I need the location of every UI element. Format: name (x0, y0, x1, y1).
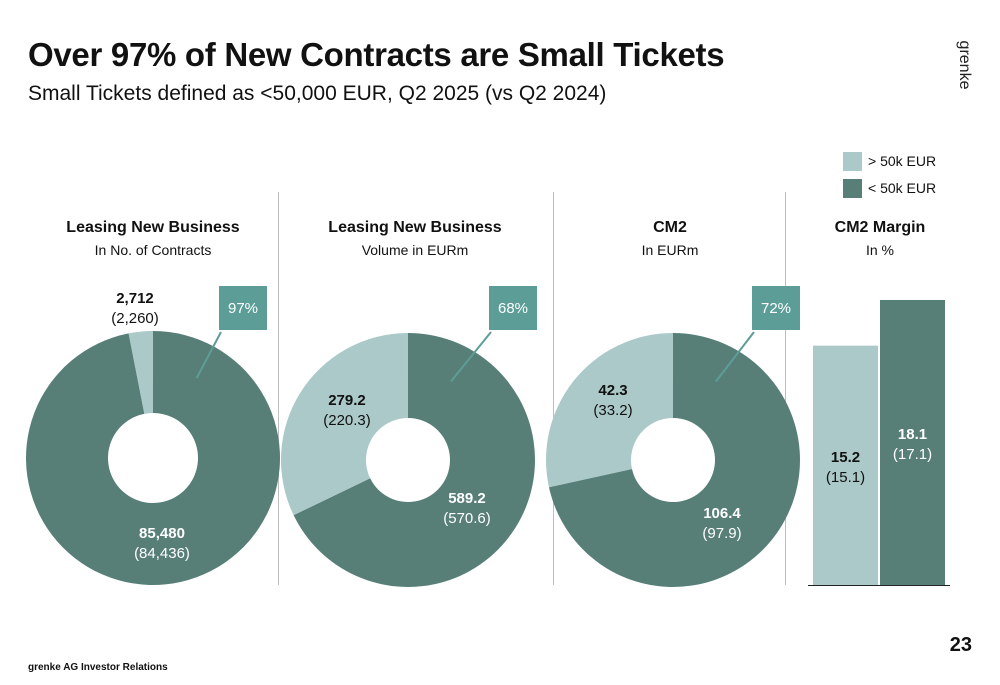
badge-connector-contracts (195, 331, 222, 379)
footer-text: grenke AG Investor Relations (28, 662, 168, 673)
bar-prior-label-small: (17.1) (893, 446, 932, 463)
legend: > 50k EUR < 50k EUR (843, 150, 936, 204)
bar-large (813, 345, 878, 585)
legend-swatch-small (843, 178, 862, 198)
share-badge-label-cm2: 72% (761, 300, 791, 317)
panel-subtitle-cm2: In EURm (641, 242, 699, 258)
donut-slice-small-volume (293, 333, 535, 587)
panel-title-margin: CM2 Margin (834, 219, 926, 236)
share-badge-label-contracts: 97% (228, 300, 258, 317)
legend-label-large: > 50k EUR (868, 153, 937, 169)
page-subtitle: Small Tickets defined as <50,000 EUR, Q2… (28, 82, 607, 105)
prior-label-large-volume: (220.3) (323, 412, 371, 429)
share-badge-cm2 (752, 286, 800, 330)
badge-connector-cm2 (715, 331, 755, 383)
share-badge-label-volume: 68% (498, 300, 528, 317)
bar-small (880, 300, 945, 585)
donut-slice-large-contracts (128, 331, 153, 414)
data-label-small-cm2: 106.4 (703, 505, 741, 522)
panel-subtitle-margin: In % (865, 242, 894, 258)
donut-slice-small-contracts (26, 331, 281, 586)
prior-label-small-cm2: (97.9) (702, 525, 741, 542)
data-label-small-contracts: 85,480 (139, 525, 185, 542)
divider-1 (278, 192, 279, 585)
badge-connector-volume (450, 331, 492, 383)
donut-slice-small-cm2 (548, 333, 800, 587)
panel-subtitle-volume: Volume in EURm (361, 242, 469, 258)
prior-label-large-cm2: (33.2) (593, 402, 632, 419)
panel-title-volume: Leasing New Business (328, 219, 502, 236)
page-title: Over 97% of New Contracts are Small Tick… (28, 36, 725, 73)
data-label-large-contracts: 2,712 (116, 290, 154, 307)
legend-item-large: > 50k EUR (843, 150, 936, 172)
prior-label-small-contracts: (84,436) (134, 545, 190, 562)
panel-subtitle-contracts: In No. of Contracts (94, 242, 212, 258)
panel-title-contracts: Leasing New Business (66, 219, 240, 236)
donut-slice-large-cm2 (546, 333, 673, 488)
bar-label-small: 18.1 (898, 426, 927, 443)
share-badge-volume (489, 286, 537, 330)
data-label-large-cm2: 42.3 (598, 382, 627, 399)
legend-item-small: < 50k EUR (843, 177, 936, 199)
divider-3 (785, 192, 786, 585)
panel-title-cm2: CM2 (653, 219, 687, 236)
prior-label-large-contracts: (2,260) (111, 310, 159, 327)
legend-swatch-large (843, 151, 862, 171)
bar-prior-label-large: (15.1) (826, 469, 865, 486)
data-label-large-volume: 279.2 (328, 392, 366, 409)
legend-label-small: < 50k EUR (868, 180, 937, 196)
share-badge-contracts (219, 286, 267, 330)
donut-slice-large-volume (281, 333, 408, 516)
data-label-small-volume: 589.2 (448, 490, 486, 507)
divider-2 (553, 192, 554, 585)
prior-label-small-volume: (570.6) (443, 510, 491, 527)
page-number: 23 (949, 634, 972, 656)
bar-label-large: 15.2 (831, 449, 860, 466)
